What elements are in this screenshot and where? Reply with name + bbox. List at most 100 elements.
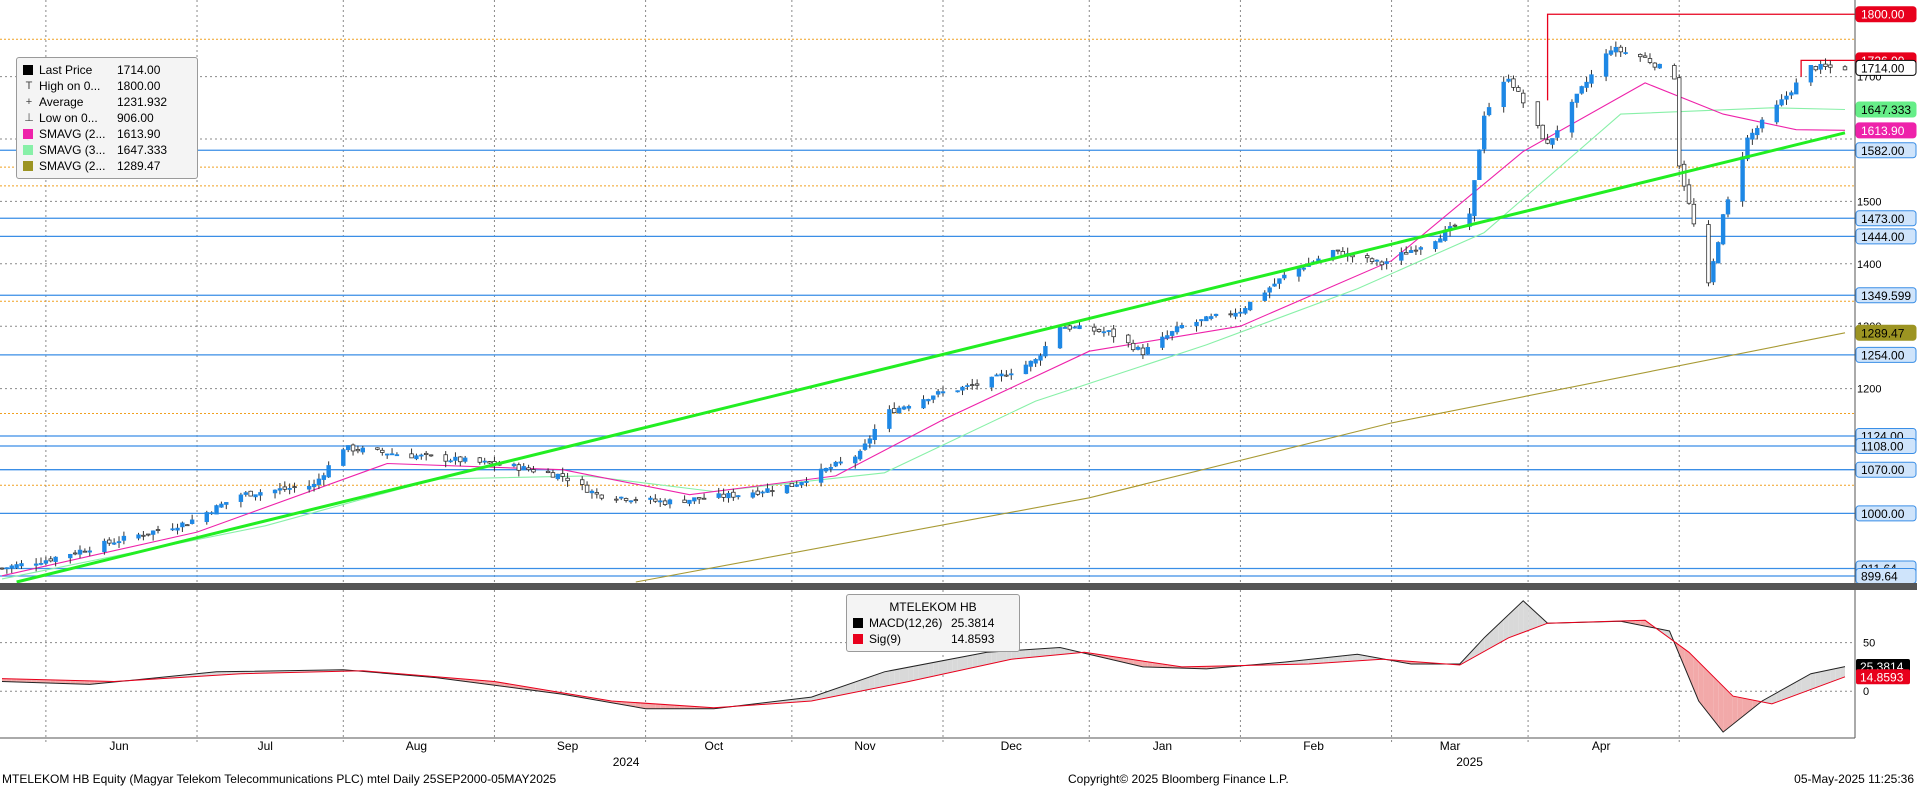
- candle: [1243, 308, 1248, 314]
- candle: [526, 467, 531, 471]
- price-legend-row[interactable]: SMAVG (3... 1647.333: [23, 142, 191, 158]
- candle: [1028, 360, 1033, 367]
- candle: [1613, 46, 1619, 53]
- legend-swatch: [23, 161, 33, 171]
- macd-fill: [1035, 648, 1041, 657]
- value-label-text: 1473.00: [1861, 212, 1905, 226]
- macd-fill: [1342, 655, 1348, 662]
- month-tick-label: Mar: [1440, 739, 1461, 753]
- candle: [326, 465, 331, 478]
- candle: [789, 482, 795, 487]
- candle: [1062, 327, 1068, 329]
- candle: [1711, 261, 1716, 283]
- candle: [14, 564, 19, 568]
- macd-fill: [84, 680, 90, 685]
- candle: [1477, 149, 1482, 180]
- macd-fill: [957, 656, 963, 671]
- macd-fill: [864, 676, 870, 691]
- candle: [838, 461, 843, 464]
- candle: [1623, 52, 1628, 54]
- price-legend-row[interactable]: ⊥ Low on 0... 906.00: [23, 110, 191, 126]
- candle: [1057, 327, 1063, 349]
- month-tick-label: Jul: [258, 739, 273, 753]
- macd-fill: [894, 669, 900, 685]
- macd-fill: [982, 652, 987, 666]
- candle: [1545, 139, 1550, 144]
- candle: [1369, 258, 1375, 262]
- candle: [960, 386, 965, 391]
- candle: [1169, 331, 1175, 336]
- price-legend-row[interactable]: T High on 0... 1800.00: [23, 78, 191, 94]
- candle: [1808, 65, 1814, 83]
- value-label-text: 1647.333: [1861, 103, 1911, 117]
- macd-fill: [1810, 672, 1816, 690]
- macd-fill: [1362, 655, 1368, 661]
- candle: [345, 445, 351, 451]
- price-legend-row[interactable]: + Average 1231.932: [23, 94, 191, 110]
- macd-fill: [1469, 648, 1475, 660]
- macd-fill: [860, 678, 865, 692]
- candle: [394, 454, 400, 457]
- value-label-box: [1855, 287, 1917, 304]
- price-legend-row[interactable]: Last Price 1714.00: [23, 62, 191, 78]
- price-legend-value: 906.00: [117, 111, 154, 125]
- candle: [1072, 326, 1077, 329]
- macd-fill: [908, 666, 914, 682]
- macd-fill: [1723, 686, 1728, 733]
- macd-legend-label: MACD(12,26): [869, 616, 943, 630]
- candle: [1096, 329, 1102, 333]
- panel-separator: [0, 583, 1917, 590]
- price-legend-row[interactable]: SMAVG (2... 1289.47: [23, 158, 191, 174]
- candle: [185, 524, 190, 527]
- value-label-text: 899.64: [1861, 569, 1898, 583]
- candle: [419, 454, 424, 457]
- price-legend[interactable]: Last Price 1714.00 T High on 0... 1800.00 + Av…: [16, 57, 198, 179]
- candle: [189, 519, 195, 524]
- macd-fill: [928, 662, 934, 678]
- candle: [1501, 81, 1506, 108]
- macd-fill: [1791, 681, 1797, 697]
- candle: [799, 481, 804, 486]
- candle: [1794, 82, 1799, 95]
- macd-legend[interactable]: MTELEKOM HB MACD(12,26) 25.3814 Sig(9) 1…: [846, 594, 1020, 652]
- candle: [545, 470, 551, 473]
- macd-legend-row: MACD(12,26) 25.3814: [853, 615, 1013, 631]
- candle: [448, 460, 453, 463]
- candle: [384, 453, 390, 456]
- candle: [726, 492, 731, 499]
- candle: [594, 492, 600, 495]
- candle: [1009, 373, 1014, 376]
- macd-fill: [1050, 647, 1056, 656]
- price-legend-row[interactable]: SMAVG (2... 1613.90: [23, 126, 191, 142]
- candle: [68, 554, 73, 559]
- candle: [4, 567, 10, 570]
- macd-fill: [1323, 657, 1329, 664]
- macd-fill: [55, 679, 61, 684]
- value-label-box: [1855, 461, 1917, 478]
- candle: [258, 492, 263, 496]
- price-legend-label: Last Price: [39, 63, 93, 77]
- macd-legend-title: MTELEKOM HB: [889, 600, 977, 614]
- macd-fill: [1518, 600, 1524, 635]
- candle: [1506, 78, 1511, 82]
- value-label-text: 1289.47: [1861, 326, 1905, 340]
- candle: [1618, 46, 1623, 53]
- macd-fill: [1157, 663, 1163, 668]
- macd-fill: [1201, 666, 1207, 669]
- candle: [107, 539, 112, 544]
- macd-fill: [489, 681, 495, 686]
- macd-fill: [1805, 673, 1811, 692]
- macd-fill: [60, 680, 66, 684]
- value-label-box: [1855, 346, 1917, 363]
- macd-fill: [830, 688, 836, 698]
- candle: [1043, 346, 1048, 357]
- macd-fill: [669, 704, 675, 709]
- macd-fill: [825, 690, 831, 699]
- candle: [1608, 50, 1614, 55]
- legend-glyph-icon: T: [25, 80, 33, 92]
- macd-fill: [874, 673, 880, 689]
- macd-fill: [2, 678, 7, 682]
- macd-fill: [952, 657, 958, 672]
- candle: [1784, 95, 1789, 100]
